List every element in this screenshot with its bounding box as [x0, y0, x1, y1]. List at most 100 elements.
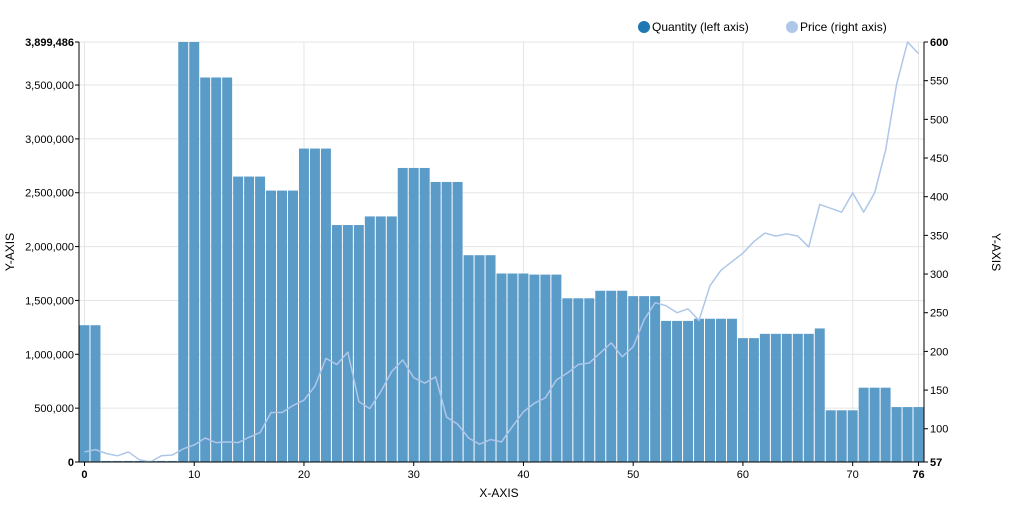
y-right-tick-label-7: 400 — [930, 192, 948, 204]
line-series-price — [84, 41, 920, 463]
bar-42 — [540, 274, 551, 462]
bar-47 — [595, 290, 606, 462]
bar-9 — [178, 42, 189, 462]
bar-60 — [737, 338, 748, 462]
bar-61 — [748, 338, 759, 462]
bar-68 — [825, 410, 836, 462]
bar-2 — [101, 460, 112, 462]
bar-34 — [452, 181, 463, 463]
axes: 0 500,000 1,000,000 1,500,000 2,000,000 2,500… — [25, 37, 948, 481]
x-axis-title: X-AXIS — [479, 486, 518, 500]
y-left-tick-label-0: 0 — [68, 457, 74, 469]
x-tick-label-6: 60 — [737, 469, 749, 481]
legend-item-quantity[interactable]: Quantity (left axis) — [638, 20, 749, 34]
bar-62 — [759, 333, 770, 462]
y-right-tick-label-3: 200 — [930, 346, 948, 358]
bar-43 — [551, 274, 562, 462]
bar-4 — [123, 460, 134, 462]
y-left-tick-label-6: 3,000,000 — [25, 134, 74, 146]
bar-72 — [869, 387, 880, 462]
bar-50 — [628, 296, 639, 462]
bar-32 — [430, 181, 441, 463]
bar-70 — [847, 410, 858, 462]
x-tick-label-5: 50 — [627, 469, 639, 481]
price-line — [84, 41, 920, 463]
bar-53 — [661, 320, 672, 462]
legend-label-quantity: Quantity (left axis) — [652, 20, 749, 34]
y-right-tick-label-6: 350 — [930, 230, 948, 242]
bar-51 — [639, 296, 650, 462]
y-left-tick-label-2: 1,000,000 — [25, 349, 74, 361]
y-left-tick-label-1: 500,000 — [34, 403, 74, 415]
bar-15 — [244, 176, 255, 463]
bar-23 — [331, 225, 342, 462]
y-right-tick-label-1: 100 — [930, 424, 948, 436]
bar-37 — [485, 255, 496, 462]
bar-41 — [529, 274, 540, 462]
bar-65 — [792, 333, 803, 462]
bar-73 — [880, 387, 891, 462]
legend: Quantity (left axis) Price (right axis) — [638, 20, 887, 34]
bar-66 — [803, 333, 814, 462]
y-right-tick-label-9: 500 — [930, 114, 948, 126]
bar-57 — [705, 318, 715, 462]
y-left-tick-label-8: 3,899,486 — [25, 37, 74, 49]
y-axis-right-title: Y-AXIS — [989, 233, 1003, 271]
bar-56 — [694, 318, 705, 462]
bar-45 — [573, 298, 584, 462]
bar-69 — [836, 410, 847, 462]
bar-75 — [902, 407, 913, 462]
bar-35 — [463, 255, 474, 462]
legend-item-price[interactable]: Price (right axis) — [786, 20, 887, 34]
bar-36 — [474, 255, 485, 462]
bar-49 — [617, 290, 628, 462]
bar-33 — [441, 181, 452, 463]
y-right-tick-label-0: 57 — [930, 457, 942, 469]
bar-13 — [222, 77, 233, 462]
y-axis-left-title: Y-AXIS — [3, 233, 17, 271]
bar-40 — [518, 273, 529, 462]
bar-28 — [386, 216, 397, 462]
bar-0 — [79, 325, 90, 462]
bar-18 — [277, 190, 288, 462]
bar-44 — [562, 298, 573, 462]
bar-10 — [189, 42, 200, 462]
bar-54 — [672, 320, 683, 462]
bar-16 — [255, 176, 266, 463]
bar-21 — [309, 148, 320, 462]
bar-55 — [683, 320, 694, 462]
bar-25 — [353, 225, 364, 462]
x-tick-label-4: 40 — [517, 469, 529, 481]
bar-1 — [90, 325, 101, 462]
bar-11 — [200, 77, 211, 462]
bar-12 — [211, 77, 222, 462]
y-left-tick-label-5: 2,500,000 — [25, 188, 74, 200]
bar-19 — [288, 190, 298, 462]
bar-76 — [913, 407, 924, 462]
legend-swatch-price — [786, 21, 798, 33]
bar-67 — [814, 328, 825, 462]
x-tick-label-7: 70 — [847, 469, 859, 481]
y-right-tick-label-8: 450 — [930, 153, 948, 165]
bar-3 — [112, 460, 123, 462]
bar-26 — [364, 216, 375, 462]
x-tick-label-2: 20 — [298, 469, 310, 481]
bar-64 — [781, 333, 792, 462]
bar-series-quantity — [79, 42, 924, 463]
bar-7 — [156, 460, 167, 462]
bar-22 — [320, 148, 331, 462]
bar-59 — [726, 318, 737, 462]
bar-52 — [650, 296, 661, 462]
bar-8 — [167, 460, 178, 462]
y-right-tick-label-11: 600 — [930, 37, 948, 49]
bar-29 — [397, 167, 408, 462]
bar-27 — [375, 216, 386, 462]
y-left-tick-label-3: 1,500,000 — [25, 295, 74, 307]
y-right-tick-label-2: 150 — [930, 385, 948, 397]
legend-swatch-quantity — [638, 21, 650, 33]
bar-31 — [419, 167, 430, 462]
y-left-tick-label-4: 2,000,000 — [25, 242, 74, 254]
bar-48 — [606, 290, 617, 462]
bar-14 — [233, 176, 244, 463]
bar-71 — [858, 387, 869, 462]
